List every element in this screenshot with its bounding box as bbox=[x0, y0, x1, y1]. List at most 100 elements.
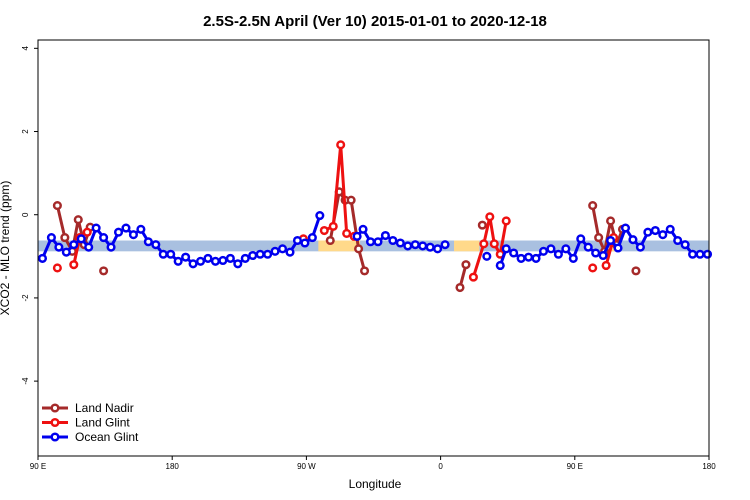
series-land-nadir bbox=[52, 187, 641, 293]
y-tick-label: 0 bbox=[21, 212, 30, 217]
legend-item-ocean-glint: Ocean Glint bbox=[42, 430, 139, 444]
ocean-glint-point bbox=[546, 244, 556, 254]
y-axis-label: XCO2 - MLO trend (ppm) bbox=[0, 181, 12, 316]
x-axis-label: Longitude bbox=[349, 477, 402, 491]
x-axis: 90 E 180 90 W 0 90 E 180 bbox=[30, 456, 716, 471]
ocean-glint-point bbox=[598, 250, 608, 261]
ocean-glint-point bbox=[501, 244, 511, 254]
x-tick-label: 180 bbox=[702, 462, 716, 471]
ocean-glint-point bbox=[277, 244, 288, 254]
y-tick-label: 4 bbox=[21, 46, 30, 51]
y-tick-label: -4 bbox=[21, 377, 30, 385]
ocean-glint-point bbox=[403, 241, 413, 251]
land-glint-point bbox=[328, 221, 338, 231]
ocean-glint-point bbox=[628, 235, 638, 245]
series-ocean-glint bbox=[37, 211, 713, 271]
x-tick-label: 90 E bbox=[567, 462, 583, 471]
ocean-glint-point bbox=[218, 255, 228, 266]
legend-item-land-glint: Land Glint bbox=[42, 416, 130, 430]
ocean-glint-point bbox=[263, 249, 273, 259]
trend-band-0 bbox=[38, 240, 709, 252]
ocean-glint-point bbox=[203, 253, 213, 263]
ocean-glint-point bbox=[695, 249, 705, 259]
ocean-glint-point bbox=[516, 253, 526, 263]
land-nadir-point bbox=[588, 201, 598, 211]
x-tick-label: 90 E bbox=[30, 462, 46, 471]
ocean-glint-point bbox=[270, 246, 280, 256]
ocean-glint-point bbox=[300, 238, 310, 248]
land-nadir-point bbox=[594, 233, 604, 243]
ocean-glint-point bbox=[106, 242, 116, 252]
ocean-glint-point bbox=[482, 251, 492, 261]
land-glint-point bbox=[601, 260, 611, 271]
ocean-glint-point bbox=[495, 260, 505, 271]
land-glint-point bbox=[69, 260, 79, 270]
y-tick-label: 2 bbox=[21, 129, 30, 134]
x-tick-label: 0 bbox=[438, 462, 443, 471]
y-tick-label: -2 bbox=[21, 294, 30, 302]
ocean-glint-point bbox=[225, 253, 235, 263]
ocean-glint-point bbox=[635, 242, 645, 252]
land-glint-point bbox=[468, 272, 478, 282]
land-nadir-point bbox=[325, 235, 335, 246]
ocean-glint-point bbox=[418, 241, 428, 251]
land-nadir-point bbox=[73, 215, 83, 225]
ocean-glint-point bbox=[352, 231, 362, 241]
ocean-glint-point bbox=[307, 233, 317, 243]
land-nadir-point bbox=[60, 233, 70, 243]
ocean-glint-point bbox=[292, 235, 303, 246]
ocean-glint-point bbox=[69, 240, 79, 250]
legend-label: Ocean Glint bbox=[75, 430, 139, 444]
land-nadir-point bbox=[461, 260, 471, 270]
ocean-glint-point bbox=[358, 224, 368, 234]
ocean-glint-point bbox=[315, 211, 325, 221]
ocean-glint-point bbox=[673, 235, 683, 246]
ocean-glint-point bbox=[37, 253, 48, 263]
land-glint-point bbox=[82, 227, 92, 237]
ocean-glint-point bbox=[553, 249, 563, 259]
land-nadir-point bbox=[631, 266, 641, 276]
land-glint-line bbox=[471, 215, 508, 278]
land-nadir-point bbox=[52, 201, 62, 211]
x-tick-label: 90 W bbox=[297, 462, 316, 471]
ocean-glint-point bbox=[425, 242, 435, 252]
ocean-glint-point bbox=[158, 249, 168, 259]
plot-frame bbox=[37, 39, 710, 457]
ocean-glint-point bbox=[538, 246, 549, 256]
ocean-glint-point bbox=[650, 225, 660, 236]
land-glint-point bbox=[336, 140, 346, 150]
ocean-glint-point bbox=[255, 249, 265, 259]
legend-label: Land Nadir bbox=[75, 401, 134, 415]
ocean-glint-point bbox=[658, 230, 668, 240]
ocean-glint-point bbox=[121, 223, 131, 233]
land-nadir-point bbox=[99, 266, 109, 276]
ocean-glint-point bbox=[143, 237, 153, 247]
ocean-glint-point bbox=[61, 247, 71, 257]
ocean-glint-point bbox=[128, 230, 138, 240]
ocean-glint-point bbox=[136, 224, 146, 234]
trend-band-2 bbox=[454, 240, 480, 252]
ocean-glint-point bbox=[151, 240, 161, 250]
ocean-glint-point bbox=[99, 233, 109, 243]
ocean-glint-point bbox=[195, 256, 206, 266]
ocean-glint-point bbox=[365, 237, 376, 247]
ocean-glint-point bbox=[561, 244, 571, 254]
ocean-glint-point bbox=[240, 253, 250, 263]
ocean-glint-point bbox=[233, 259, 243, 269]
land-nadir-point bbox=[606, 216, 616, 226]
ocean-glint-point bbox=[188, 259, 198, 269]
legend-marker bbox=[50, 417, 60, 428]
land-nadir-point bbox=[360, 266, 370, 276]
ocean-glint-point bbox=[173, 256, 183, 266]
land-glint-point bbox=[479, 239, 489, 249]
land-glint-point bbox=[52, 263, 62, 273]
ocean-glint-point bbox=[113, 227, 124, 237]
ocean-glint-point bbox=[395, 238, 405, 248]
ocean-glint-point bbox=[606, 235, 616, 246]
legend-marker bbox=[50, 432, 60, 442]
ocean-glint-point bbox=[84, 242, 94, 252]
legend-marker bbox=[50, 403, 60, 413]
ocean-glint-point bbox=[583, 242, 593, 252]
